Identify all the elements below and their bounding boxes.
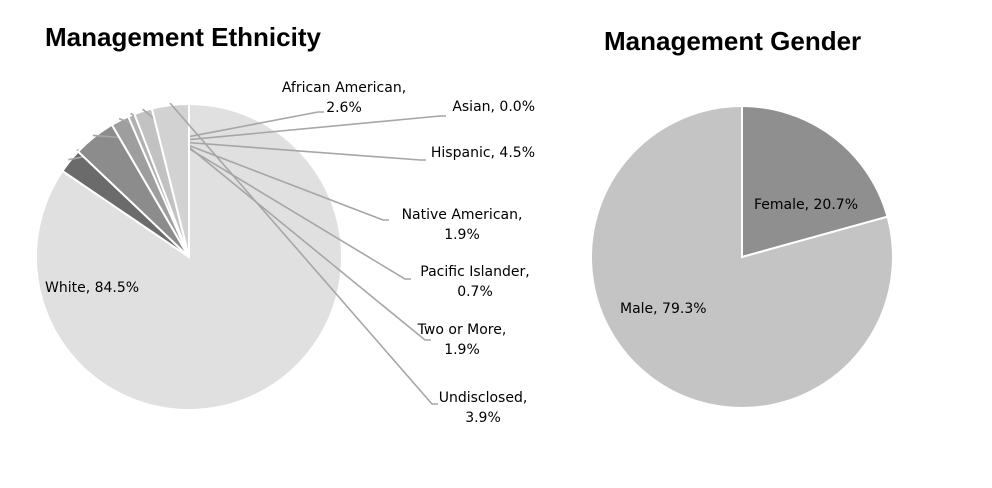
management-ethnicity-slice-two-or-more-label: Two or More, 1.9%: [417, 322, 507, 358]
management-ethnicity-slice-undisclosed: [150, 102, 190, 258]
management-ethnicity-slice-pacific-islander-label-line1: Pacific Islander,: [420, 264, 529, 280]
management-ethnicity-slice-hispanic-label-line1: Hispanic, 4.5%: [431, 145, 535, 161]
management-ethnicity-slice-african-american-label: African American, 2.6%: [282, 80, 406, 116]
management-ethnicity-slice-native-american-label-line2: 1.9%: [444, 227, 480, 243]
management-ethnicity-slice-white-label: White, 84.5%: [45, 280, 139, 296]
management-ethnicity-slice-hispanic-label: Hispanic, 4.5%: [431, 145, 535, 161]
management-ethnicity-slice-pacific-islander-label-line2: 0.7%: [457, 284, 493, 300]
ethnicity-chart-title: Management Ethnicity: [45, 22, 321, 52]
management-ethnicity-slice-african-american-label-line1: African American,: [282, 80, 406, 96]
ethnicity-pie: White, 84.5% African American, 2.6% Asian, …: [35, 80, 535, 426]
management-ethnicity-slice-asian-leader-line: [76, 115, 446, 151]
management-gender-slice-male-label-line1: Male, 79.3%: [620, 301, 707, 317]
management-gender-slice-female-label-line1: Female, 20.7%: [754, 197, 858, 213]
management-gender-slice-male: [590, 104, 894, 409]
management-ethnicity-slice-undisclosed-leader-line: [169, 102, 438, 405]
management-ethnicity-slice-two-or-more-leader-line: [141, 108, 431, 341]
management-ethnicity-slice-two-or-more-label-line2: 1.9%: [444, 342, 480, 358]
management-ethnicity-slice-asian-label-line1: Asian, 0.0%: [452, 99, 535, 115]
management-ethnicity-slice-undisclosed-label: Undisclosed, 3.9%: [439, 390, 528, 426]
gender-chart-title: Management Gender: [604, 26, 861, 56]
management-ethnicity-slice-asian-label: Asian, 0.0%: [452, 99, 535, 115]
management-gender-slice-female: [741, 104, 889, 259]
management-gender-slice-male-label: Male, 79.3%: [620, 301, 707, 317]
management-ethnicity-slice-two-or-more-label-line1: Two or More,: [417, 322, 507, 338]
management-ethnicity-slice-white-label-line1: White, 84.5%: [45, 280, 139, 296]
management-ethnicity-slice-native-american-leader-line: [118, 117, 389, 221]
management-ethnicity-slice-native-american-label-line1: Native American,: [402, 207, 523, 223]
management-ethnicity-slice-undisclosed-label-line1: Undisclosed,: [439, 390, 528, 406]
management-ethnicity-slice-african-american-label-line2: 2.6%: [326, 100, 362, 116]
management-ethnicity-slice-pacific-islander-label: Pacific Islander, 0.7%: [420, 264, 529, 300]
gender-pie: Female, 20.7% Male, 79.3%: [590, 104, 894, 409]
management-gender-slice-female-label: Female, 20.7%: [754, 197, 858, 213]
management-ethnicity-slice-native-american-label: Native American, 1.9%: [402, 207, 523, 243]
management-ethnicity-slice-hispanic-leader-line: [92, 134, 426, 161]
management-ethnicity-slice-undisclosed-label-line2: 3.9%: [465, 410, 501, 426]
management-ethnicity-slice-pacific-islander-leader-line: [130, 112, 411, 280]
